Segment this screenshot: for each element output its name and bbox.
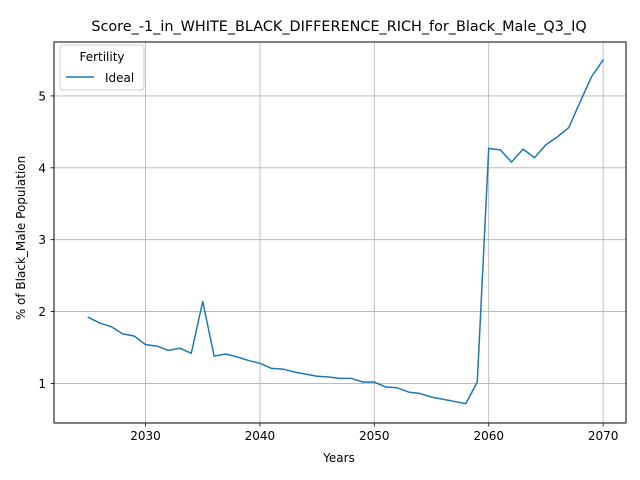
x-tick-label: 2040	[245, 429, 276, 443]
x-tick-label: 2030	[130, 429, 161, 443]
y-tick-label: 4	[38, 161, 46, 175]
legend-box	[59, 44, 145, 91]
x-axis-label: Years	[322, 451, 355, 465]
series-layer	[87, 58, 605, 405]
chart-title: Score_-1_in_WHITE_BLACK_DIFFERENCE_RICH_…	[91, 19, 586, 35]
plot-frame	[53, 41, 627, 424]
y-tick-label: 5	[38, 89, 46, 103]
y-tick-label: 1	[38, 377, 46, 391]
y-tick-label: 3	[38, 233, 46, 247]
x-axis-ticks: 2030 2040 2050 2060 2070	[130, 423, 618, 443]
legend-title: Fertility	[79, 50, 124, 64]
legend: Fertility Ideal	[59, 44, 145, 91]
legend-label-ideal: Ideal	[105, 71, 134, 85]
x-tick-label: 2070	[588, 429, 619, 443]
x-tick-label: 2050	[359, 429, 390, 443]
y-axis-ticks: 1 2 3 4 5	[38, 89, 54, 391]
x-tick-label: 2060	[473, 429, 504, 443]
y-tick-label: 2	[38, 305, 46, 319]
grid	[54, 42, 626, 423]
series-line-ideal	[87, 58, 605, 405]
y-axis-label: % of Black_Male Population	[14, 156, 28, 320]
